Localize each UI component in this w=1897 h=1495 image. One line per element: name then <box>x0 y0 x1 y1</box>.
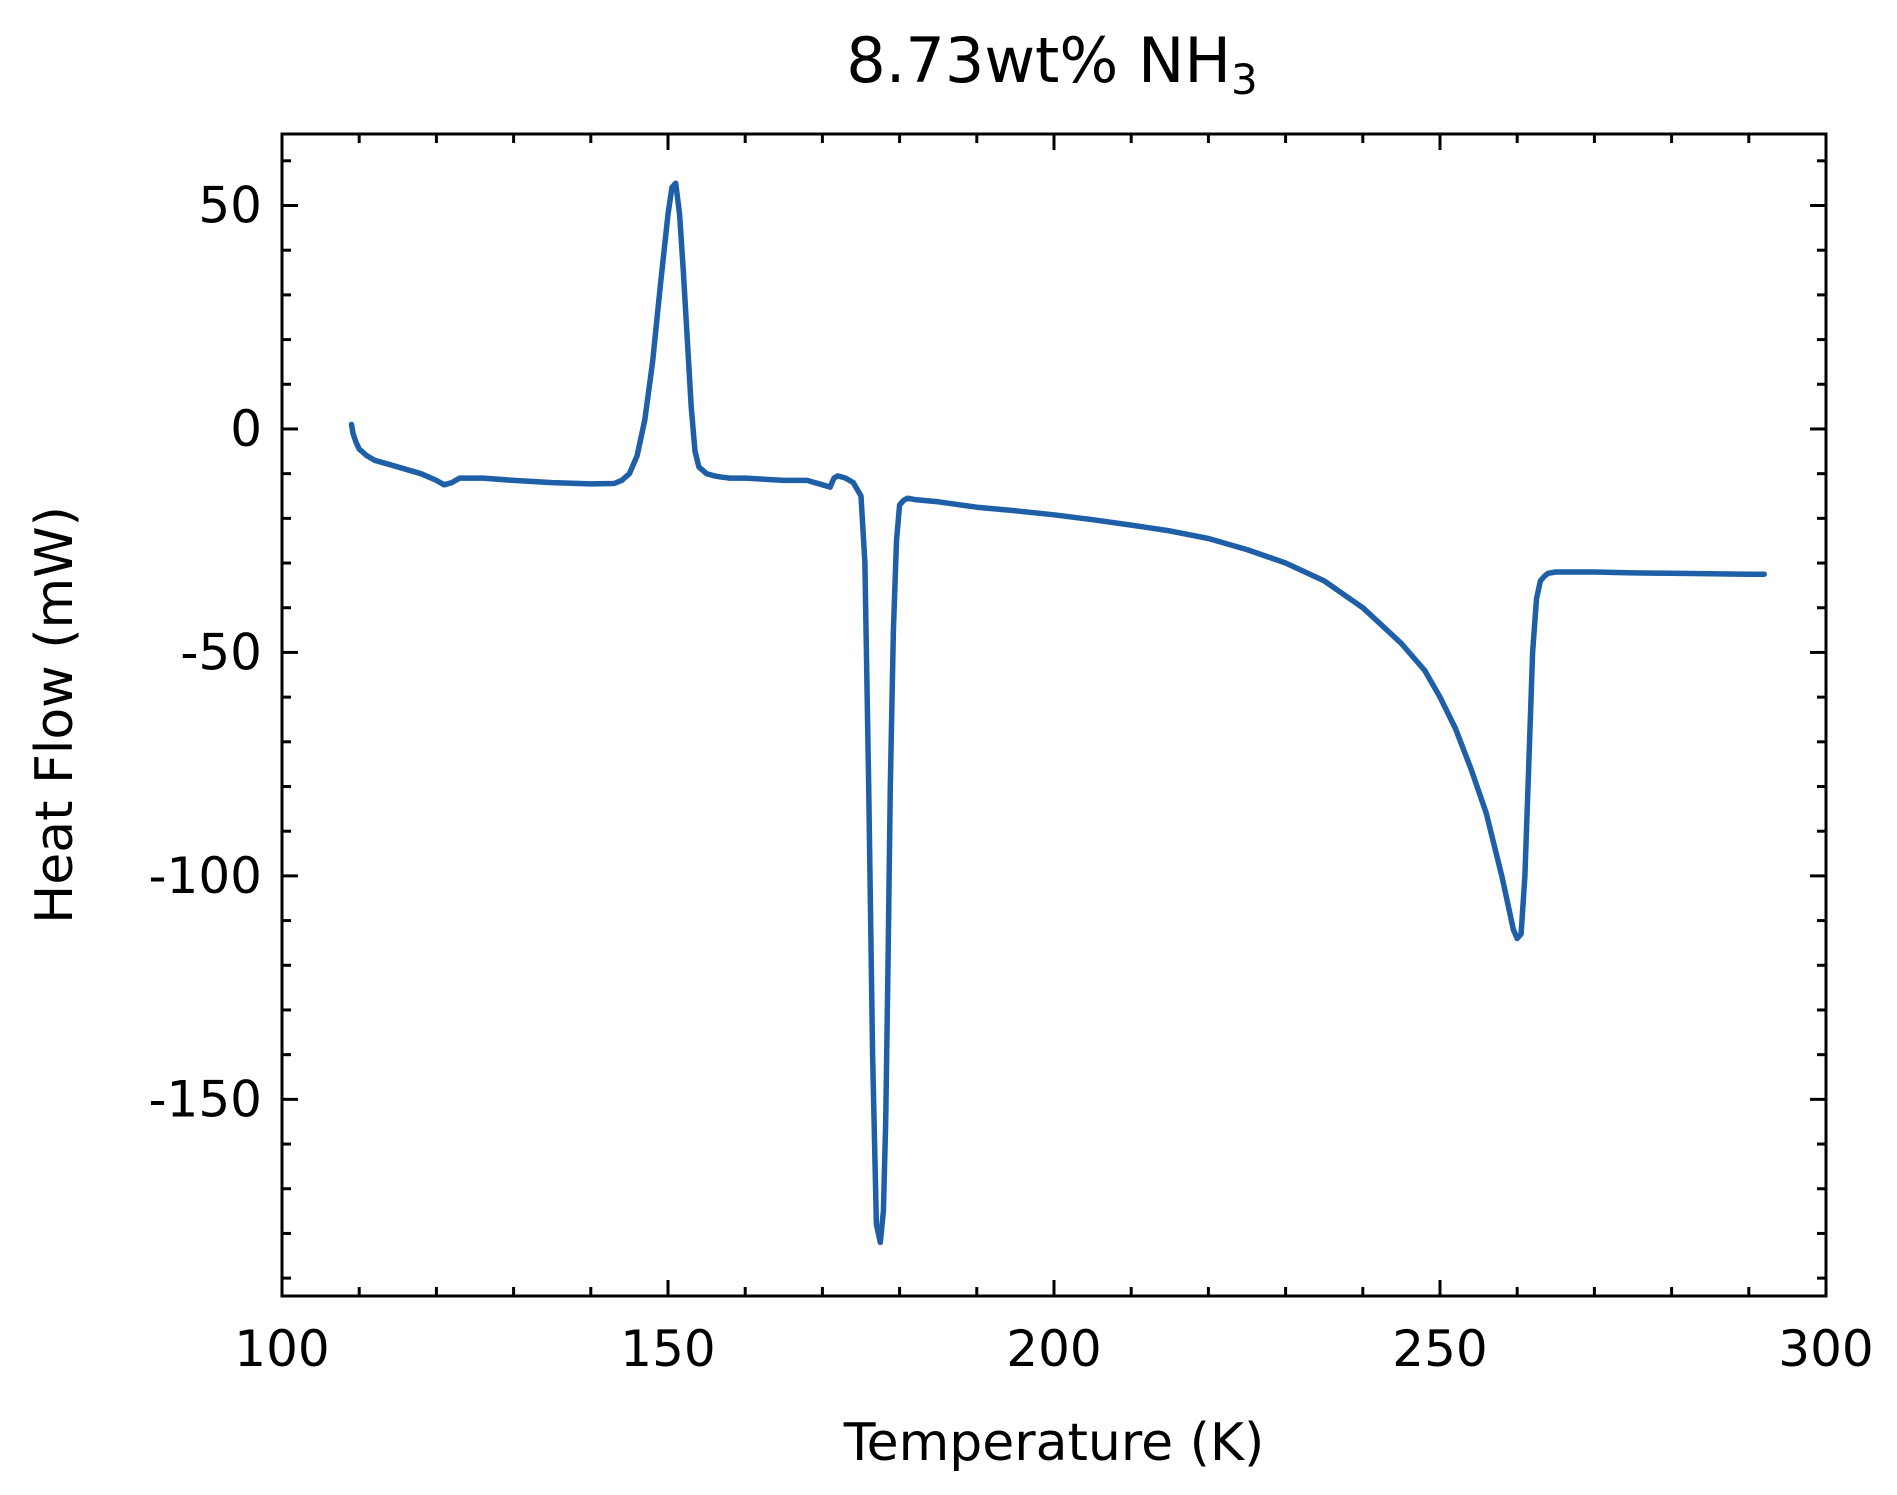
major-ticks <box>280 134 1828 1296</box>
y-tick-label: -100 <box>149 847 262 905</box>
x-tick-label: 250 <box>1392 1320 1487 1378</box>
y-tick-label: -150 <box>149 1070 262 1128</box>
minor-ticks <box>282 134 1826 1296</box>
heat-flow-line <box>348 180 1767 1246</box>
x-tick-label: 100 <box>234 1320 329 1378</box>
chart-title-text: 8.73wt% NH <box>846 24 1231 97</box>
chart-title: 8.73wt% NH3 <box>846 24 1257 104</box>
x-tick-label: 200 <box>1006 1320 1101 1378</box>
x-tick-labels: 100 150 200 250 300 <box>234 1320 1873 1378</box>
x-axis-label: Temperature (K) <box>843 1413 1265 1473</box>
y-tick-label: -50 <box>180 623 262 681</box>
plot-frame <box>280 132 1828 1298</box>
x-tick-label: 300 <box>1778 1320 1873 1378</box>
x-tick-label: 150 <box>620 1320 715 1378</box>
y-tick-labels: 50 0 -50 -100 -150 <box>149 177 262 1129</box>
chart-title-subscript: 3 <box>1231 55 1258 104</box>
y-axis-label: Heat Flow (mW) <box>25 506 85 924</box>
y-tick-label: 0 <box>230 400 262 458</box>
y-tick-label: 50 <box>198 177 262 235</box>
